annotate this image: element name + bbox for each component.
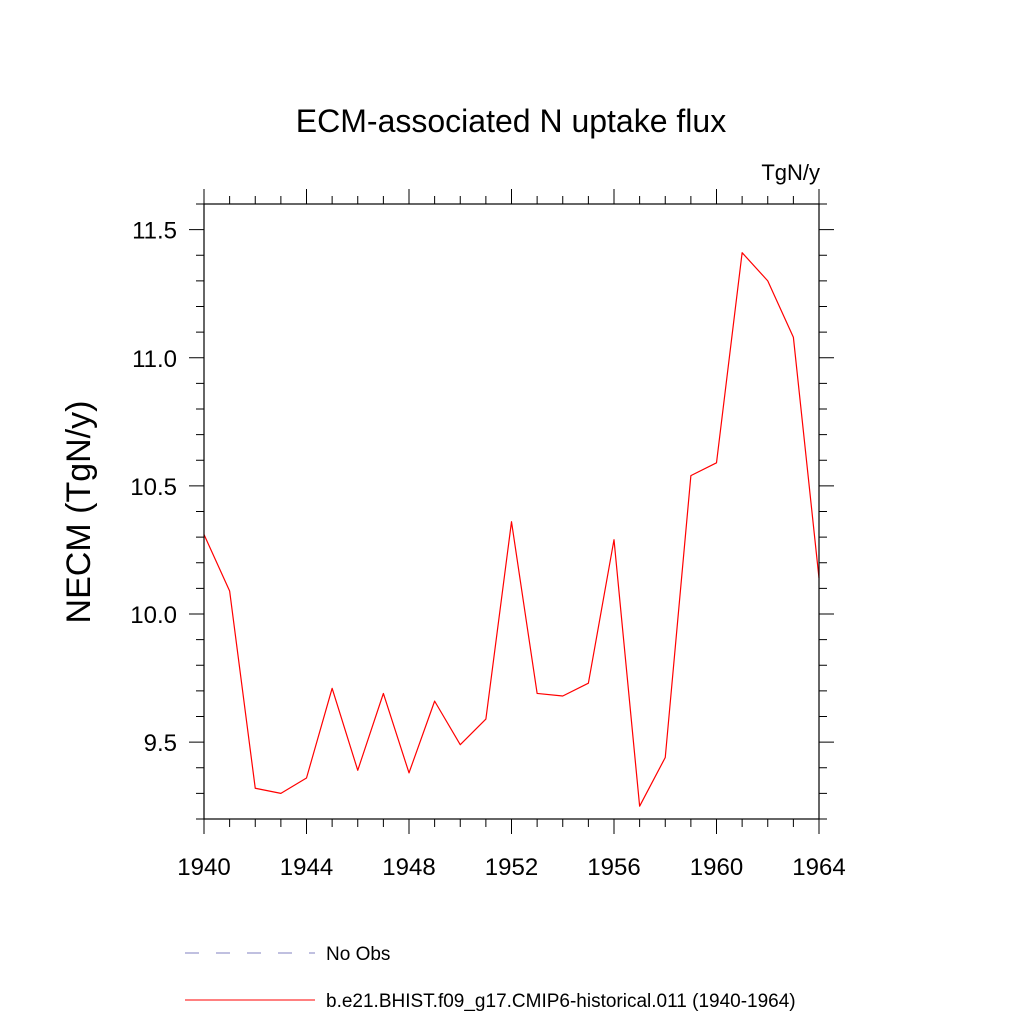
x-tick-label: 1944 (280, 854, 333, 881)
y-tick-label: 10.0 (130, 602, 177, 629)
legend-label-historical: b.e21.BHIST.f09_g17.CMIP6-historical.011… (326, 991, 796, 1012)
data-series (203, 252, 820, 807)
axis-ticks (189, 189, 834, 834)
x-tick-label: 1960 (690, 854, 743, 881)
series-line (203, 252, 820, 807)
x-tick-label: 1956 (587, 854, 640, 881)
y-tick-label: 11.5 (132, 218, 177, 245)
y-tick-label: 11.0 (132, 346, 177, 373)
x-tick-label: 1964 (792, 854, 845, 881)
axis-tick-labels: 1940 1944 1948 1952 1956 1960 1964 9.5 10.0 10.5 1… (130, 218, 845, 881)
chart-title: ECM-associated N uptake flux (296, 103, 726, 139)
x-tick-label: 1940 (177, 854, 230, 881)
plot-frame (203, 203, 820, 820)
x-tick-label: 1952 (485, 854, 538, 881)
units-label: TgN/y (761, 160, 820, 185)
legend: No Obs b.e21.BHIST.f09_g17.CMIP6-histori… (185, 944, 796, 1012)
y-axis-label: NECM (TgN/y) (60, 401, 98, 624)
x-tick-label: 1948 (382, 854, 435, 881)
y-tick-label: 10.5 (130, 474, 177, 501)
legend-label-no-obs: No Obs (326, 944, 390, 965)
y-tick-label: 9.5 (144, 730, 177, 757)
